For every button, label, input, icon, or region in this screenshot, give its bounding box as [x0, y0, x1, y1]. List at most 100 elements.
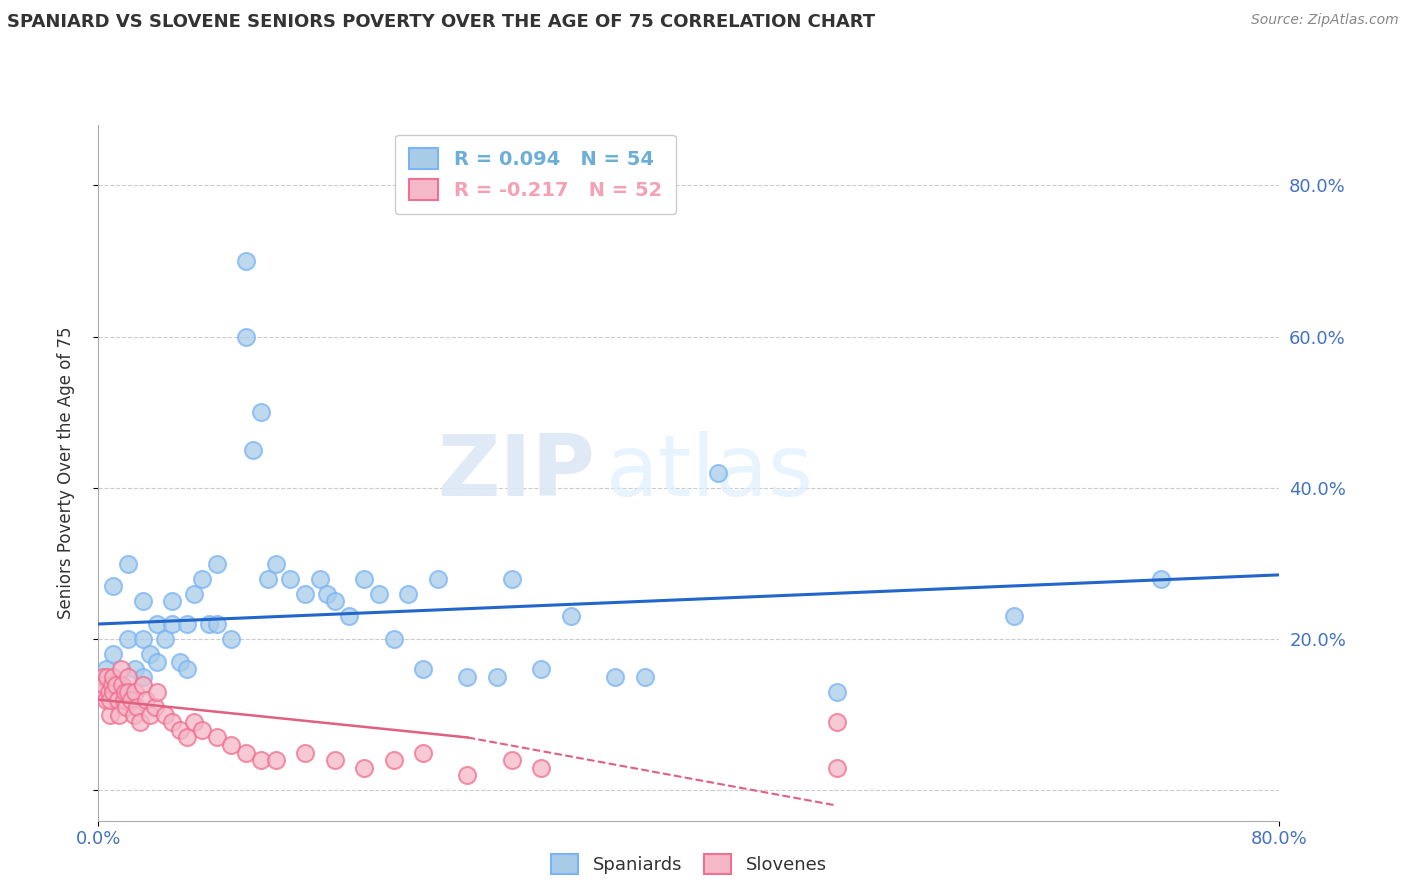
Point: [235, 254, 257, 268]
Point: [530, 662, 553, 676]
Point: [191, 572, 214, 586]
Point: [128, 715, 150, 730]
Point: [205, 557, 228, 571]
Point: [111, 677, 134, 691]
Point: [94, 662, 117, 676]
Point: [1002, 609, 1025, 624]
Point: [120, 692, 142, 706]
Point: [486, 670, 509, 684]
Text: SPANIARD VS SLOVENE SENIORS POVERTY OVER THE AGE OF 75 CORRELATION CHART: SPANIARD VS SLOVENE SENIORS POVERTY OVER…: [7, 13, 875, 31]
Point: [93, 677, 115, 691]
Point: [107, 692, 129, 706]
Point: [396, 587, 419, 601]
Point: [132, 594, 155, 608]
Point: [264, 557, 287, 571]
Point: [501, 572, 523, 586]
Y-axis label: Seniors Poverty Over the Age of 75: Seniors Poverty Over the Age of 75: [56, 326, 75, 619]
Point: [125, 700, 148, 714]
Point: [205, 617, 228, 632]
Point: [146, 685, 169, 699]
Point: [257, 572, 280, 586]
Point: [323, 753, 346, 767]
Point: [169, 655, 191, 669]
Point: [139, 707, 162, 722]
Point: [382, 753, 405, 767]
Point: [103, 670, 125, 684]
Point: [115, 700, 138, 714]
Point: [427, 572, 450, 586]
Point: [114, 685, 136, 699]
Point: [219, 738, 242, 752]
Point: [294, 587, 316, 601]
Point: [112, 692, 135, 706]
Point: [162, 594, 183, 608]
Point: [103, 685, 125, 699]
Point: [825, 761, 848, 775]
Point: [456, 768, 478, 782]
Point: [707, 466, 730, 480]
Point: [294, 746, 316, 760]
Point: [146, 617, 169, 632]
Point: [97, 685, 120, 699]
Point: [146, 655, 169, 669]
Point: [560, 609, 582, 624]
Point: [316, 587, 339, 601]
Point: [153, 632, 176, 647]
Point: [162, 715, 183, 730]
Point: [117, 632, 139, 647]
Point: [353, 572, 375, 586]
Point: [132, 632, 155, 647]
Point: [183, 715, 205, 730]
Point: [91, 670, 114, 684]
Point: [309, 572, 332, 586]
Point: [162, 617, 183, 632]
Point: [339, 609, 360, 624]
Point: [105, 677, 128, 691]
Point: [412, 746, 434, 760]
Point: [169, 723, 191, 737]
Point: [219, 632, 242, 647]
Point: [605, 670, 627, 684]
Point: [205, 731, 228, 745]
Point: [108, 707, 131, 722]
Point: [242, 443, 264, 458]
Point: [132, 670, 155, 684]
Point: [117, 670, 139, 684]
Point: [191, 723, 214, 737]
Text: ZIP: ZIP: [437, 431, 595, 515]
Point: [98, 707, 121, 722]
Point: [530, 761, 553, 775]
Point: [124, 685, 146, 699]
Point: [90, 685, 112, 699]
Point: [456, 670, 478, 684]
Point: [100, 677, 122, 691]
Point: [103, 579, 125, 593]
Point: [132, 677, 155, 691]
Point: [122, 707, 145, 722]
Point: [825, 715, 848, 730]
Point: [235, 329, 257, 343]
Point: [176, 617, 198, 632]
Point: [94, 692, 117, 706]
Point: [176, 662, 198, 676]
Point: [382, 632, 405, 647]
Point: [633, 670, 655, 684]
Point: [117, 685, 139, 699]
Point: [110, 662, 132, 676]
Point: [1150, 572, 1173, 586]
Point: [501, 753, 523, 767]
Text: Source: ZipAtlas.com: Source: ZipAtlas.com: [1251, 13, 1399, 28]
Point: [139, 647, 162, 661]
Point: [103, 647, 125, 661]
Legend: Spaniards, Slovenes: Spaniards, Slovenes: [544, 847, 834, 881]
Point: [176, 731, 198, 745]
Point: [250, 405, 273, 419]
Point: [124, 662, 146, 676]
Point: [278, 572, 302, 586]
Point: [323, 594, 346, 608]
Point: [153, 707, 176, 722]
Point: [98, 692, 121, 706]
Point: [235, 746, 257, 760]
Point: [412, 662, 434, 676]
Point: [264, 753, 287, 767]
